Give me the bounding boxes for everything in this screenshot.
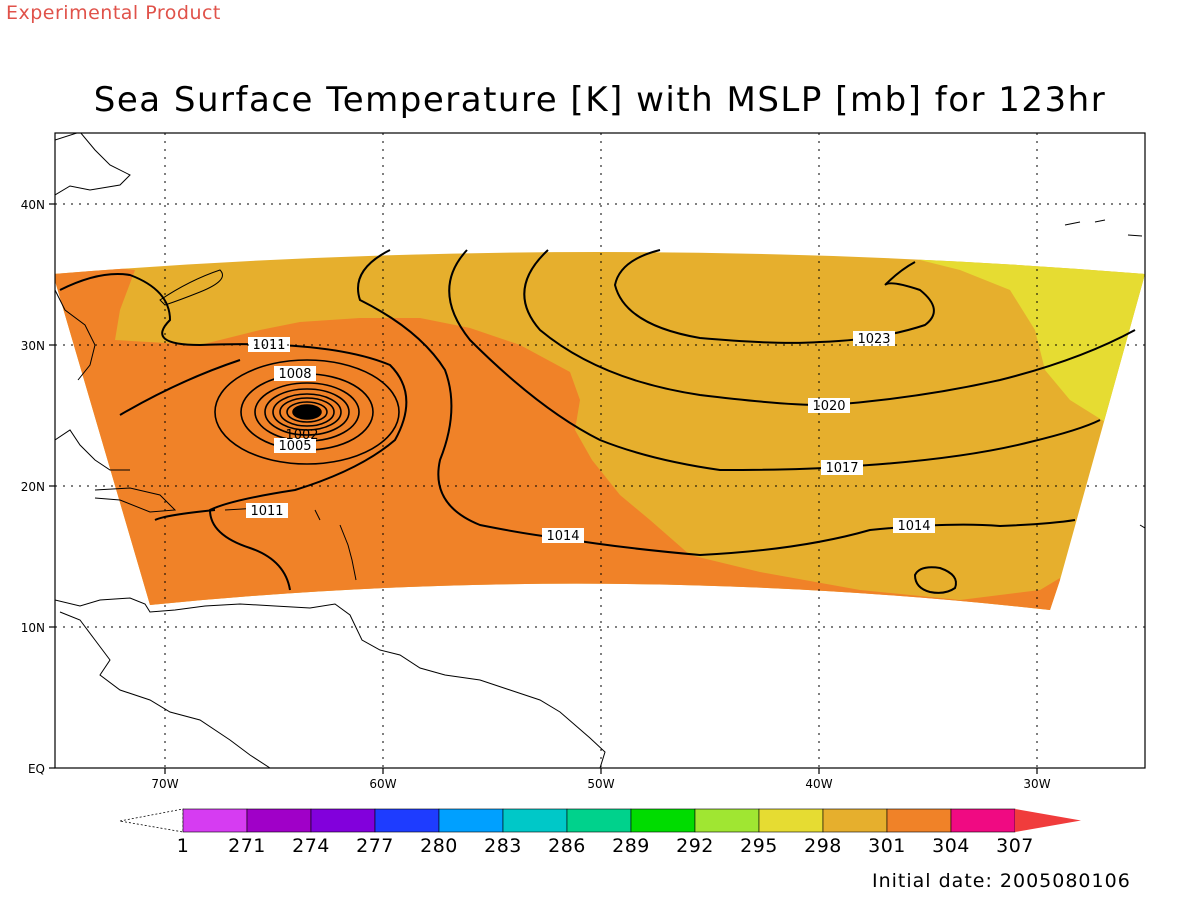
isobar-label: 1008	[278, 367, 311, 382]
experimental-product-label: Experimental Product	[6, 2, 221, 24]
isobar-label: 1017	[825, 461, 858, 476]
colorbar-swatch	[246, 808, 312, 833]
colorbar-label: 307	[996, 835, 1034, 857]
colorbar-label: 1	[177, 835, 190, 857]
isobar-label: 1020	[812, 399, 845, 414]
colorbar-label: 289	[612, 835, 650, 857]
colorbar-swatches	[182, 808, 1081, 833]
sst-region-298	[900, 255, 1145, 430]
colorbar-swatch	[374, 808, 440, 833]
colorbar-swatch	[694, 808, 760, 833]
sst-region-304	[55, 260, 1060, 610]
lat-tick-labels: EQ 10N 20N 30N 40N	[21, 198, 45, 776]
colorbar-labels: 1 271 274 277 280 283 286 289 292 295 298 301 304 307	[177, 835, 1034, 857]
isobar-labels: 1011 1008 1005 1002 1011 1014 1014 1017 …	[246, 331, 935, 544]
colorbar-label: 292	[676, 835, 714, 857]
colorbar-swatch	[502, 808, 568, 833]
sst-field	[55, 252, 1145, 610]
lon-tick-label: 30W	[1023, 777, 1050, 791]
colorbar-label: 301	[868, 835, 906, 857]
colorbar: 1 271 274 277 280 283 286 289 292 295 298 301 304 307	[119, 808, 1081, 857]
colorbar-label: 277	[356, 835, 394, 857]
lat-tick-label: 20N	[21, 480, 45, 494]
isobar-label: 1002	[285, 428, 318, 443]
colorbar-label: 298	[804, 835, 842, 857]
isobar-1017	[448, 249, 1101, 472]
colorbar-swatch	[822, 808, 888, 833]
colorbar-label: 295	[740, 835, 778, 857]
isobar-label: 1005	[278, 439, 311, 454]
lon-tick-label: 60W	[369, 777, 396, 791]
isobar-1011	[59, 273, 408, 591]
isobar-label: 1014	[897, 519, 930, 534]
colorbar-swatch	[758, 808, 824, 833]
map-frame	[54, 132, 1146, 769]
colorbar-swatch	[630, 808, 696, 833]
colorbar-label: 286	[548, 835, 586, 857]
isobar-label: 1011	[250, 504, 283, 519]
colorbar-label: 280	[420, 835, 458, 857]
colorbar-swatch	[566, 808, 632, 833]
tick-marks	[49, 203, 1038, 774]
colorbar-swatch	[182, 808, 248, 833]
colorbar-swatch	[886, 808, 952, 833]
isobar-1023-outer	[613, 249, 935, 344]
colorbar-label: 274	[292, 835, 330, 857]
lon-tick-label: 40W	[805, 777, 832, 791]
colorbar-swatch	[438, 808, 504, 833]
isobar-label: 1014	[546, 529, 579, 544]
colorbar-low-arrow	[119, 808, 184, 833]
graticule	[55, 133, 1145, 768]
colorbar-swatch	[950, 808, 1016, 833]
lat-tick-label: 10N	[21, 621, 45, 635]
initial-date: Initial date: 2005080106	[872, 870, 1131, 892]
map-title: Sea Surface Temperature [K] with MSLP [m…	[93, 80, 1107, 120]
lon-tick-label: 50W	[587, 777, 614, 791]
isobar-1014-small	[913, 566, 957, 594]
lat-tick-label: EQ	[28, 762, 45, 776]
lat-tick-label: 40N	[21, 198, 45, 212]
colorbar-label: 304	[932, 835, 970, 857]
lon-tick-labels: 70W 60W 50W 40W 30W	[151, 777, 1050, 791]
colorbar-high-arrow	[1015, 809, 1081, 832]
isobar-1011-west	[119, 359, 241, 521]
isobar-1020	[523, 249, 1136, 407]
isobar-label: 1011	[252, 338, 285, 353]
lat-tick-label: 30N	[21, 339, 45, 353]
isobar-label: 1023	[857, 332, 890, 347]
coastlines	[55, 133, 1145, 768]
colorbar-label: 271	[228, 835, 266, 857]
colorbar-swatch	[310, 808, 376, 833]
colorbar-label: 283	[484, 835, 522, 857]
lon-tick-label: 70W	[151, 777, 178, 791]
